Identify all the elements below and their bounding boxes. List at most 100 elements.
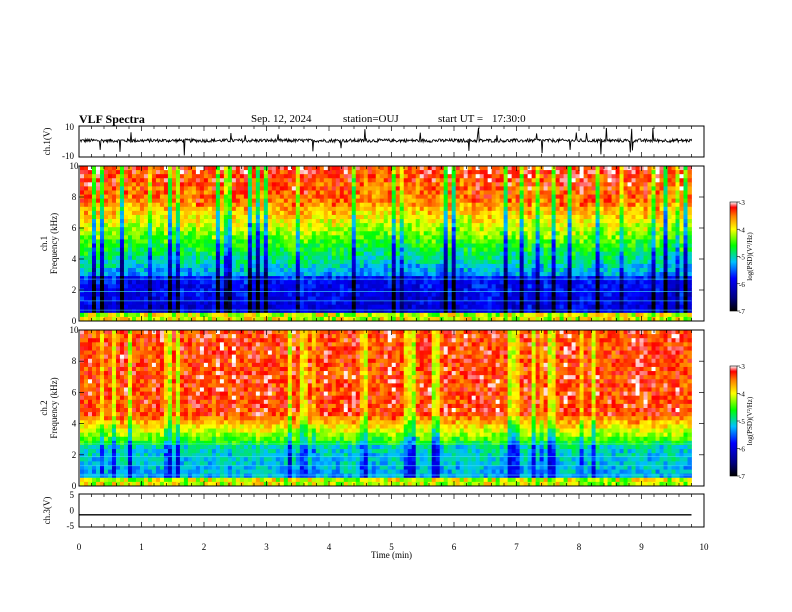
spectrogram-cell xyxy=(271,276,277,281)
spectrogram-cell xyxy=(375,292,381,297)
spectrogram-cell xyxy=(591,170,596,175)
spectrogram-cell xyxy=(415,235,421,240)
spectrogram-cell xyxy=(163,267,169,273)
spectrogram-cell xyxy=(427,178,433,183)
spectrogram-cell xyxy=(219,255,225,261)
spectrogram-cell xyxy=(563,182,568,187)
spectrogram-cell xyxy=(583,243,588,248)
spectrogram-cell xyxy=(343,243,349,248)
spectrogram-cell xyxy=(251,292,257,297)
spectrogram-cell xyxy=(135,170,141,175)
spectrogram-cell xyxy=(571,239,576,244)
spectrogram-cell xyxy=(199,259,205,265)
spectrogram-cell xyxy=(219,292,225,297)
spectrogram-cell xyxy=(223,243,229,248)
spectrogram-cell xyxy=(323,235,329,240)
spectrogram-cell xyxy=(511,214,517,220)
spectrogram-cell xyxy=(287,231,293,236)
spectrogram-cell xyxy=(215,198,221,204)
spectrogram-cell xyxy=(679,255,684,261)
spectrogram-cell xyxy=(295,166,301,171)
spectrogram-cell xyxy=(631,259,636,265)
spectrogram-cell xyxy=(511,263,517,269)
spectrogram-cell xyxy=(175,284,181,289)
spectrogram-cell xyxy=(683,276,688,281)
spectrogram-cell xyxy=(155,288,161,293)
spectrogram-cell xyxy=(587,210,592,216)
spectrogram-cell xyxy=(619,174,624,179)
spectrogram-cell xyxy=(555,276,561,281)
spectrogram-cell xyxy=(319,231,325,236)
spectrogram-cell xyxy=(379,202,385,208)
spectrogram-cell xyxy=(315,235,321,240)
spectrogram-cell xyxy=(427,259,433,265)
spectrogram-cell xyxy=(611,210,616,216)
spectrogram-cell xyxy=(411,231,417,236)
spectrogram-cell xyxy=(131,214,137,220)
spectrogram-cell xyxy=(175,288,181,293)
spectrogram-cell xyxy=(215,223,221,228)
spectrogram-cell xyxy=(599,292,604,297)
spectrogram-cell xyxy=(259,202,265,208)
spectrogram-cell xyxy=(163,182,169,187)
spectrogram-cell xyxy=(583,272,588,277)
spectrogram-cell xyxy=(115,174,121,179)
spectrogram-cell xyxy=(359,170,365,175)
spectrogram-cell xyxy=(311,178,317,183)
spectrogram-cell xyxy=(363,255,369,261)
spectrogram-cell xyxy=(335,231,341,236)
spectrogram-cell xyxy=(431,251,437,257)
spectrogram-cell xyxy=(139,198,145,204)
spectrogram-cell xyxy=(99,255,105,261)
spectrogram-cell xyxy=(367,178,373,183)
spectrogram-cell xyxy=(119,284,125,289)
spectrogram-cell xyxy=(551,247,557,253)
spectrogram-cell xyxy=(343,227,349,232)
spectrogram-cell xyxy=(527,263,533,269)
spectrogram-cell xyxy=(399,288,405,293)
spectrogram-cell xyxy=(327,170,333,175)
spectrogram-cell xyxy=(575,214,580,220)
spectrogram-cell xyxy=(683,235,688,240)
spectrogram-cell xyxy=(367,272,373,277)
spectrogram-cell xyxy=(355,174,361,179)
spectrogram-cell xyxy=(359,263,365,269)
spectrogram-cell xyxy=(363,174,369,179)
spectrogram-cell xyxy=(539,284,545,289)
spectrogram-cell xyxy=(163,166,169,171)
spectrogram-cell xyxy=(467,272,473,277)
spectrogram-cell xyxy=(543,190,549,195)
spectrogram-cell xyxy=(343,272,349,277)
spectrogram-cell xyxy=(351,267,357,273)
spectrogram-cell xyxy=(147,259,153,265)
spectrogram-cell xyxy=(231,251,237,257)
spectrogram-cell xyxy=(479,259,485,265)
spectrogram-cell xyxy=(547,251,553,257)
spectrogram-cell xyxy=(275,267,281,273)
spectrogram-cell xyxy=(591,243,596,248)
spectrogram-cell xyxy=(427,186,433,191)
spectrogram-cell xyxy=(143,288,149,293)
spectrogram-cell xyxy=(575,235,580,240)
spectrogram-cell xyxy=(583,255,588,261)
spectrogram-cell xyxy=(227,186,233,191)
spectrogram-cell xyxy=(267,166,273,171)
spectrogram-cell xyxy=(619,267,624,273)
spectrogram-cell xyxy=(523,174,529,179)
spectrogram-cell xyxy=(507,251,513,257)
spectrogram-cell xyxy=(555,178,561,183)
spectrogram-cell xyxy=(299,239,305,244)
spectrogram-cell xyxy=(407,255,413,261)
spectrogram-cell xyxy=(527,190,533,195)
spectrogram-cell xyxy=(435,247,441,253)
spectrogram-cell xyxy=(479,235,485,240)
spectrogram-cell xyxy=(643,166,648,171)
spectrogram-cell xyxy=(567,182,572,187)
spectrogram-cell xyxy=(367,284,373,289)
spectrogram-cell xyxy=(471,235,477,240)
spectrogram-cell xyxy=(575,178,580,183)
spectrogram-cell xyxy=(459,206,465,212)
spectrogram-cell xyxy=(579,267,584,273)
spectrogram-cell xyxy=(227,194,233,200)
spectrogram-cell xyxy=(235,255,241,261)
